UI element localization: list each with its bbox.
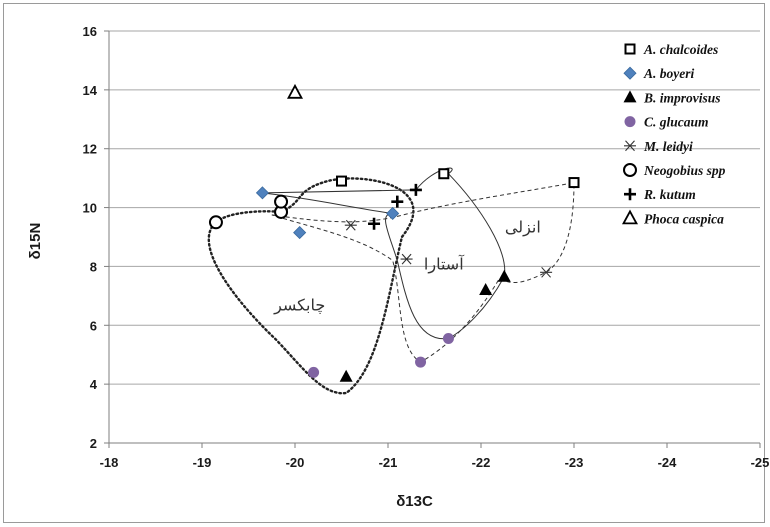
y-tick-label: 16 <box>83 24 97 39</box>
x-tick-label: -19 <box>193 455 212 470</box>
x-tick-label: -24 <box>658 455 678 470</box>
data-point <box>336 175 347 187</box>
y-tick-label: 2 <box>90 436 97 451</box>
data-point <box>286 83 304 99</box>
y-tick-label: 12 <box>83 142 97 157</box>
y-tick-label: 14 <box>83 83 98 98</box>
x-tick-label: -23 <box>565 455 584 470</box>
legend-label: M. leidyi <box>643 139 693 154</box>
region-label: چابکسر <box>273 296 325 316</box>
data-point <box>344 219 357 231</box>
legend-marker <box>623 163 637 177</box>
y-tick-label: 6 <box>90 318 97 333</box>
x-tick-label: -18 <box>100 455 119 470</box>
legend-marker <box>624 116 636 128</box>
region-label: آستارا <box>424 254 465 274</box>
data-point <box>568 177 580 189</box>
y-tick-label: 8 <box>90 259 97 274</box>
x-tick-label: -25 <box>751 455 770 470</box>
region-outline-dotted <box>207 177 415 395</box>
data-point <box>386 206 400 221</box>
x-tick-label: -21 <box>379 455 398 470</box>
data-point <box>308 366 320 378</box>
region-outline-dashed <box>271 181 575 363</box>
data-point <box>409 183 422 196</box>
data-point <box>438 168 450 180</box>
x-tick-label: -20 <box>286 455 305 470</box>
data-point <box>391 195 404 208</box>
legend-label: B. improvisus <box>643 90 721 105</box>
legend-label: C. glucaum <box>644 115 709 130</box>
data-point <box>339 369 353 382</box>
y-tick-label: 10 <box>83 201 97 216</box>
legend-marker <box>624 140 636 152</box>
data-point <box>255 186 270 200</box>
data-point <box>293 226 307 240</box>
region-label: انزلی <box>505 218 541 238</box>
data-point <box>497 269 511 282</box>
data-point <box>415 356 427 368</box>
legend-marker <box>624 43 636 55</box>
legend-label: Phoca caspica <box>644 211 724 226</box>
legend-label: Neogobius spp <box>643 163 726 178</box>
data-point <box>368 217 381 230</box>
data-point <box>442 333 454 345</box>
legend-label: R. kutum <box>643 187 696 202</box>
data-point <box>274 194 289 209</box>
x-tick-label: -22 <box>472 455 491 470</box>
y-axis-label: δ15N <box>27 223 44 260</box>
legend-label: A. chalcoides <box>643 42 718 57</box>
x-axis-label: δ13C <box>396 493 433 510</box>
data-point <box>400 253 413 265</box>
data-point <box>540 266 553 278</box>
legend-marker <box>623 66 637 80</box>
legend-marker <box>623 90 637 103</box>
data-point <box>208 215 223 230</box>
data-point <box>479 282 493 295</box>
legend-marker <box>621 209 639 225</box>
legend-label: A. boyeri <box>643 66 694 81</box>
legend: A. chalcoides A. boyeri B. improvisus C. gl… <box>621 42 726 226</box>
y-tick-label: 4 <box>90 377 98 392</box>
legend-marker <box>624 188 636 201</box>
